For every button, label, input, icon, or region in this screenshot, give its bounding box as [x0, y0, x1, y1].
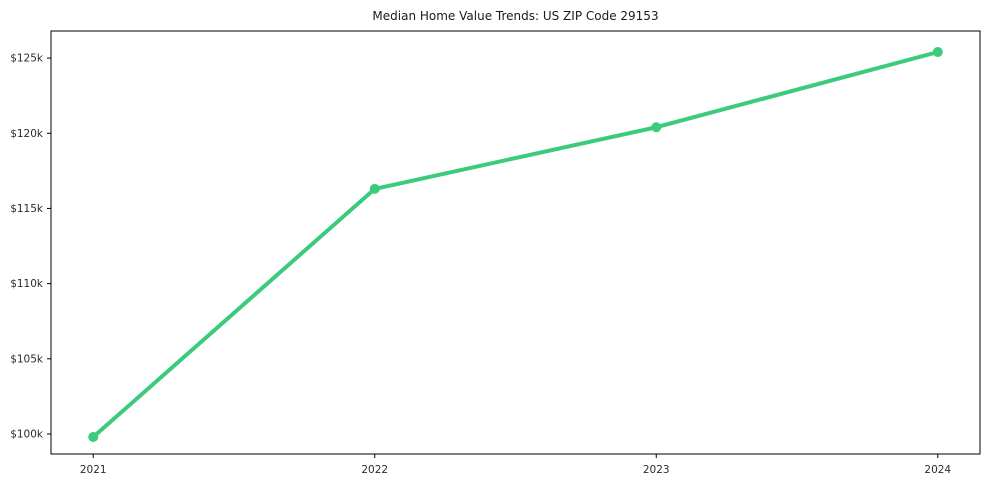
- x-tick-label: 2022: [361, 464, 388, 476]
- data-point-marker: [651, 122, 662, 133]
- x-tick-label: 2024: [924, 464, 951, 476]
- y-tick-label: $120k: [10, 128, 44, 140]
- data-point-marker: [369, 183, 380, 194]
- trend-line: [91, 50, 940, 440]
- x-tick-label: 2021: [80, 464, 107, 476]
- x-tick-label: 2023: [643, 464, 670, 476]
- y-tick-label: $110k: [10, 278, 44, 290]
- chart-title: Median Home Value Trends: US ZIP Code 29…: [372, 9, 659, 23]
- y-tick-label: $105k: [10, 353, 44, 365]
- y-tick-label: $115k: [10, 203, 44, 215]
- data-point-marker: [88, 432, 99, 443]
- data-point-marker: [932, 47, 943, 58]
- plot-area: [51, 31, 980, 454]
- y-tick-label: $125k: [10, 53, 44, 65]
- y-tick-label: $100k: [10, 429, 44, 441]
- plot-border: [50, 30, 981, 455]
